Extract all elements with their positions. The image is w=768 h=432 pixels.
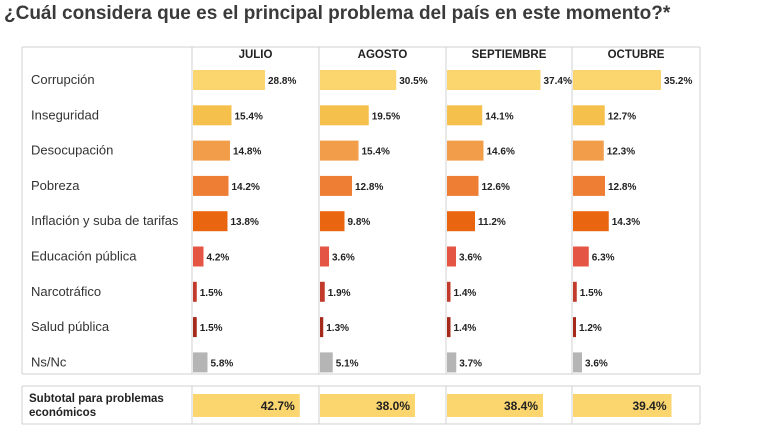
bar	[320, 140, 359, 161]
bar	[320, 317, 324, 338]
bar	[193, 211, 228, 232]
category-label: Ns/Nc	[31, 354, 67, 369]
bar-value-label: 1.9%	[328, 288, 351, 299]
bar	[447, 352, 457, 373]
month-header: OCTUBRE	[608, 49, 665, 61]
bar	[320, 352, 333, 373]
bar	[447, 140, 484, 161]
bar-value-label: 3.6%	[459, 253, 482, 264]
category-label: Educación pública	[31, 249, 137, 264]
bar	[193, 140, 230, 161]
bar	[573, 175, 605, 196]
bar	[193, 175, 229, 196]
bar	[193, 317, 197, 338]
bar	[447, 281, 451, 302]
bar-value-label: 11.2%	[478, 217, 506, 228]
bar	[320, 281, 325, 302]
bar-value-label: 14.1%	[485, 111, 513, 122]
chart-title: ¿Cuál considera que es el principal prob…	[4, 3, 671, 24]
subtotal-value-label: 39.4%	[632, 399, 666, 413]
bar-value-label: 12.7%	[608, 111, 636, 122]
bar	[193, 246, 204, 267]
bar-value-label: 1.5%	[580, 288, 603, 299]
bar-value-label: 12.8%	[608, 182, 636, 193]
subtotal-label: económicos	[29, 407, 96, 419]
bar	[447, 175, 479, 196]
subtotal-value-label: 38.0%	[376, 399, 410, 413]
bar-value-label: 1.5%	[200, 288, 223, 299]
bar-value-label: 14.8%	[233, 147, 261, 158]
bar-value-label: 12.3%	[607, 147, 635, 158]
bar	[193, 352, 208, 373]
bar	[573, 70, 661, 90]
bar	[320, 211, 345, 232]
bar-value-label: 15.4%	[235, 111, 263, 122]
bar	[193, 281, 197, 302]
month-header: AGOSTO	[358, 49, 408, 61]
bar-value-label: 12.8%	[355, 182, 383, 193]
category-label: Desocupación	[31, 143, 113, 158]
bar	[447, 70, 541, 90]
bar-value-label: 5.8%	[211, 358, 234, 369]
bar-value-label: 1.3%	[326, 323, 349, 334]
bar-value-label: 13.8%	[231, 217, 259, 228]
bar	[573, 352, 582, 373]
bar-value-label: 15.4%	[362, 147, 390, 158]
subtotal-value-label: 38.4%	[504, 399, 538, 413]
category-label: Pobreza	[31, 178, 80, 193]
bar	[193, 105, 232, 126]
bar	[573, 140, 604, 161]
subtotal-bar	[320, 394, 415, 417]
bar-value-label: 35.2%	[664, 76, 692, 87]
bar	[447, 246, 456, 267]
bar	[193, 70, 265, 90]
bar-value-label: 3.6%	[332, 253, 355, 264]
month-header: SEPTIEMBRE	[472, 49, 547, 61]
subtotal-bar	[447, 394, 543, 417]
bar	[447, 211, 475, 232]
bar-value-label: 12.6%	[482, 182, 510, 193]
bar-value-label: 14.3%	[612, 217, 640, 228]
bar-value-label: 37.4%	[544, 76, 572, 87]
bar-value-label: 3.7%	[459, 358, 482, 369]
month-header: JULIO	[239, 49, 273, 61]
bar-value-label: 4.2%	[207, 253, 230, 264]
bar	[573, 246, 589, 267]
bar-value-label: 14.6%	[487, 147, 515, 158]
category-label: Inseguridad	[31, 107, 99, 122]
subtotal-bar	[193, 394, 300, 417]
bar	[447, 317, 451, 338]
bar-value-label: 1.4%	[454, 288, 477, 299]
subtotal-label: Subtotal para problemas	[29, 393, 164, 405]
bar	[573, 317, 576, 338]
category-label: Narcotráfico	[31, 284, 101, 299]
category-label: Inflación y suba de tarifas	[31, 213, 179, 228]
bar-value-label: 30.5%	[399, 76, 427, 87]
bar	[320, 105, 369, 126]
bar	[573, 105, 605, 126]
bar-value-label: 3.6%	[585, 358, 608, 369]
bar-value-label: 1.2%	[579, 323, 602, 334]
bar-value-label: 5.1%	[336, 358, 359, 369]
bar	[320, 246, 329, 267]
bar-value-label: 9.8%	[348, 217, 371, 228]
category-label: Salud pública	[31, 319, 110, 334]
category-label: Corrupción	[31, 72, 95, 87]
bar-value-label: 1.4%	[454, 323, 477, 334]
bar	[320, 175, 352, 196]
subtotal-bar	[573, 394, 672, 417]
bar	[447, 105, 483, 126]
bar-value-label: 1.5%	[200, 323, 223, 334]
subtotal-value-label: 42.7%	[261, 399, 295, 413]
bar-value-label: 6.3%	[592, 253, 615, 264]
bar	[320, 70, 397, 90]
bar	[573, 281, 577, 302]
bar	[573, 211, 609, 232]
bar-value-label: 14.2%	[232, 182, 260, 193]
bar-value-label: 28.8%	[268, 76, 296, 87]
bar-value-label: 19.5%	[372, 111, 400, 122]
